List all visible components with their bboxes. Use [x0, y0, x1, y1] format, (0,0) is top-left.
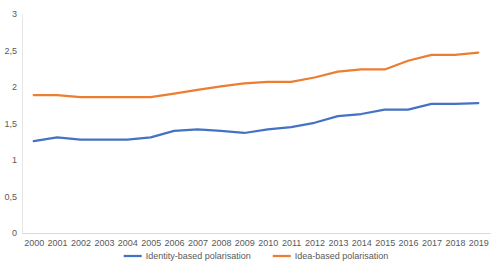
- x-tick: 2004: [118, 233, 138, 248]
- x-tick-label: 2016: [399, 238, 419, 248]
- x-tick: 2009: [235, 233, 255, 248]
- y-tick: 1: [12, 155, 22, 165]
- y-tick: 3: [12, 9, 22, 19]
- x-tick-label: 2001: [48, 238, 68, 248]
- x-tick-label: 2018: [445, 238, 465, 248]
- x-tick-label: 2008: [211, 238, 231, 248]
- x-tick: 2003: [94, 233, 114, 248]
- legend-item: Idea-based polarisation: [273, 251, 389, 261]
- x-tick-label: 2012: [305, 238, 325, 248]
- x-tick: 2010: [258, 233, 278, 248]
- y-tick-label: 1,5: [4, 119, 17, 129]
- x-tick-label: 2005: [141, 238, 161, 248]
- x-tick-label: 2000: [24, 238, 44, 248]
- x-tick: 2012: [305, 233, 325, 248]
- x-tick: 2011: [282, 233, 301, 248]
- x-tick: 2008: [211, 233, 231, 248]
- x-tick: 2017: [422, 233, 442, 248]
- legend-label: Idea-based polarisation: [295, 251, 389, 261]
- y-tick: 1,5: [4, 119, 22, 129]
- y-axis-line: [22, 15, 23, 234]
- x-tick: 2001: [48, 233, 68, 248]
- x-tick-label: 2004: [118, 238, 138, 248]
- x-tick: 2000: [24, 233, 44, 248]
- plot: 00,511,522,53200020012002200320042005200…: [4, 9, 490, 248]
- x-tick: 2005: [141, 233, 161, 248]
- y-tick: 2: [12, 82, 22, 92]
- x-tick-label: 2013: [328, 238, 348, 248]
- series-line: [34, 103, 479, 141]
- y-tick-label: 2: [12, 82, 17, 92]
- x-tick-label: 2011: [282, 238, 301, 248]
- legend-swatch: [273, 255, 291, 257]
- series-lines: [34, 53, 479, 141]
- y-tick: 2,5: [4, 46, 22, 56]
- y-tick-label: 2,5: [4, 46, 17, 56]
- legend-item: Identity-based polarisation: [124, 251, 251, 261]
- x-axis: 2000 200120022003 20042005 200620072008 2009…: [23, 233, 491, 248]
- x-tick-label: 2017: [422, 238, 442, 248]
- x-tick: 2014: [352, 233, 372, 248]
- y-axis: 0 0,5 1 1,5 2 2,5 3: [4, 9, 22, 238]
- x-tick: 2002: [71, 233, 91, 248]
- x-tick: 2019: [469, 233, 489, 248]
- x-tick-label: 2006: [165, 238, 185, 248]
- x-tick: 2007: [188, 233, 208, 248]
- x-tick: 2018: [445, 233, 465, 248]
- series-line: [34, 53, 479, 98]
- legend: Identity-based polarisation Idea-based po…: [124, 251, 389, 261]
- x-tick: 2015: [375, 233, 395, 248]
- x-tick-label: 2009: [235, 238, 255, 248]
- x-tick: 2013: [328, 233, 348, 248]
- chart: 00,511,522,53200020012002200320042005200…: [0, 0, 500, 263]
- y-tick: 0: [12, 228, 22, 238]
- x-tick: 2016: [399, 233, 419, 248]
- y-tick-label: 3: [12, 9, 17, 19]
- x-tick-label: 2003: [94, 238, 114, 248]
- x-tick-label: 2007: [188, 238, 208, 248]
- legend-label: Identity-based polarisation: [146, 251, 251, 261]
- x-tick-label: 2015: [375, 238, 395, 248]
- x-tick-label: 2010: [258, 238, 278, 248]
- y-tick-label: 1: [12, 155, 17, 165]
- x-tick-label: 2014: [352, 238, 372, 248]
- x-tick-label: 2019: [469, 238, 489, 248]
- y-tick: 0,5: [4, 192, 22, 202]
- y-tick-label: 0,5: [4, 192, 17, 202]
- x-tick: 2006: [165, 233, 185, 248]
- y-tick-label: 0: [12, 228, 17, 238]
- x-tick-label: 2002: [71, 238, 91, 248]
- legend-swatch: [124, 255, 142, 257]
- x-axis-line: [23, 233, 491, 234]
